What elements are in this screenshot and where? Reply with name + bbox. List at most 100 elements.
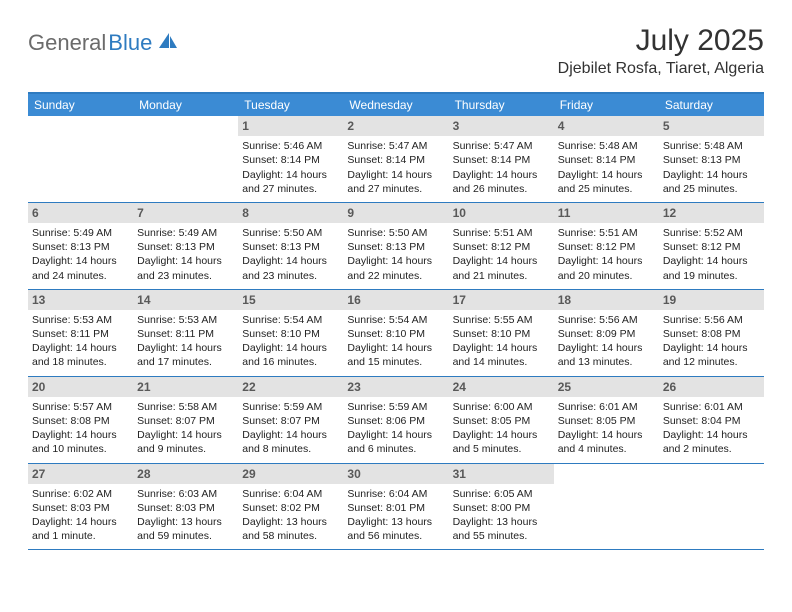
- daylight: Daylight: 14 hours and 5 minutes.: [453, 428, 550, 456]
- day-number: 9: [343, 203, 448, 223]
- day-info: Sunrise: 5:58 AMSunset: 8:07 PMDaylight:…: [137, 400, 234, 457]
- day-cell: 0: [28, 116, 133, 202]
- sunrise: Sunrise: 6:01 AM: [663, 400, 760, 414]
- day-cell: 8 Sunrise: 5:50 AMSunset: 8:13 PMDaylight…: [238, 203, 343, 289]
- sunrise: Sunrise: 6:02 AM: [32, 487, 129, 501]
- sunset: Sunset: 8:12 PM: [663, 240, 760, 254]
- sunset: Sunset: 8:01 PM: [347, 501, 444, 515]
- day-info: Sunrise: 5:56 AMSunset: 8:09 PMDaylight:…: [558, 313, 655, 370]
- sunrise: Sunrise: 5:51 AM: [558, 226, 655, 240]
- day-cell: 19 Sunrise: 5:56 AMSunset: 8:08 PMDayligh…: [659, 290, 764, 376]
- day-cell: 5Sunrise: 5:48 AMSunset: 8:13 PMDaylight…: [659, 116, 764, 202]
- day-cell: 25Sunrise: 6:01 AMSunset: 8:05 PMDayligh…: [554, 377, 659, 463]
- calendar-page: General Blue July 2025 Djebilet Rosfa, T…: [0, 0, 792, 570]
- day-number: 23: [343, 377, 448, 397]
- daylight: Daylight: 14 hours and 12 minutes.: [663, 341, 760, 369]
- day-info: Sunrise: 5:50 AMSunset: 8:13 PMDaylight:…: [347, 226, 444, 283]
- day-info: Sunrise: 6:02 AMSunset: 8:03 PMDaylight:…: [32, 487, 129, 544]
- day-cell: 15Sunrise: 5:54 AMSunset: 8:10 PMDayligh…: [238, 290, 343, 376]
- day-number: 13: [28, 290, 133, 310]
- sunrise: Sunrise: 5:55 AM: [453, 313, 550, 327]
- day-info: Sunrise: 5:57 AMSunset: 8:08 PMDaylight:…: [32, 400, 129, 457]
- sunset: Sunset: 8:11 PM: [32, 327, 129, 341]
- daylight: Daylight: 13 hours and 59 minutes.: [137, 515, 234, 543]
- day-info: Sunrise: 5:46 AMSunset: 8:14 PMDaylight:…: [242, 139, 339, 196]
- day-number: 26: [659, 377, 764, 397]
- daylight: Daylight: 14 hours and 4 minutes.: [558, 428, 655, 456]
- calendar-grid: SundayMondayTuesdayWednesdayThursdayFrid…: [28, 92, 764, 550]
- sunset: Sunset: 8:14 PM: [558, 153, 655, 167]
- sunset: Sunset: 8:10 PM: [242, 327, 339, 341]
- day-number: 28: [133, 464, 238, 484]
- sunset: Sunset: 8:10 PM: [453, 327, 550, 341]
- daylight: Daylight: 14 hours and 26 minutes.: [453, 168, 550, 196]
- sunrise: Sunrise: 5:50 AM: [242, 226, 339, 240]
- day-info: Sunrise: 5:55 AMSunset: 8:10 PMDaylight:…: [453, 313, 550, 370]
- day-number: 8: [238, 203, 343, 223]
- sunset: Sunset: 8:14 PM: [453, 153, 550, 167]
- day-number: 10: [449, 203, 554, 223]
- daylight: Daylight: 14 hours and 23 minutes.: [137, 254, 234, 282]
- day-number: 17: [449, 290, 554, 310]
- sunset: Sunset: 8:13 PM: [347, 240, 444, 254]
- day-header: Sunday: [28, 94, 133, 116]
- sunset: Sunset: 8:14 PM: [242, 153, 339, 167]
- sunrise: Sunrise: 5:53 AM: [137, 313, 234, 327]
- day-number: 15: [238, 290, 343, 310]
- sunset: Sunset: 8:08 PM: [32, 414, 129, 428]
- day-number: 29: [238, 464, 343, 484]
- sunrise: Sunrise: 6:05 AM: [453, 487, 550, 501]
- day-info: Sunrise: 5:52 AMSunset: 8:12 PMDaylight:…: [663, 226, 760, 283]
- day-number: 6: [28, 203, 133, 223]
- day-info: Sunrise: 5:59 AMSunset: 8:07 PMDaylight:…: [242, 400, 339, 457]
- daylight: Daylight: 14 hours and 22 minutes.: [347, 254, 444, 282]
- sunset: Sunset: 8:14 PM: [347, 153, 444, 167]
- day-cell: 11Sunrise: 5:51 AMSunset: 8:12 PMDayligh…: [554, 203, 659, 289]
- day-number: 19: [659, 290, 764, 310]
- day-info: Sunrise: 5:56 AMSunset: 8:08 PMDaylight:…: [663, 313, 760, 370]
- daylight: Daylight: 14 hours and 17 minutes.: [137, 341, 234, 369]
- sunset: Sunset: 8:06 PM: [347, 414, 444, 428]
- day-number: 12: [659, 203, 764, 223]
- sunset: Sunset: 8:13 PM: [663, 153, 760, 167]
- day-cell: 28Sunrise: 6:03 AMSunset: 8:03 PMDayligh…: [133, 464, 238, 550]
- sunrise: Sunrise: 5:49 AM: [137, 226, 234, 240]
- day-cell: 9 Sunrise: 5:50 AMSunset: 8:13 PMDaylight…: [343, 203, 448, 289]
- day-cell: 21Sunrise: 5:58 AMSunset: 8:07 PMDayligh…: [133, 377, 238, 463]
- day-info: Sunrise: 6:04 AMSunset: 8:01 PMDaylight:…: [347, 487, 444, 544]
- daylight: Daylight: 14 hours and 14 minutes.: [453, 341, 550, 369]
- day-info: Sunrise: 6:01 AMSunset: 8:04 PMDaylight:…: [663, 400, 760, 457]
- day-number: 2: [343, 116, 448, 136]
- day-cell: 7Sunrise: 5:49 AMSunset: 8:13 PMDaylight…: [133, 203, 238, 289]
- sunrise: Sunrise: 5:50 AM: [347, 226, 444, 240]
- sunset: Sunset: 8:07 PM: [242, 414, 339, 428]
- daylight: Daylight: 14 hours and 9 minutes.: [137, 428, 234, 456]
- day-number: 31: [449, 464, 554, 484]
- sunrise: Sunrise: 5:53 AM: [32, 313, 129, 327]
- daylight: Daylight: 13 hours and 56 minutes.: [347, 515, 444, 543]
- day-info: Sunrise: 5:50 AMSunset: 8:13 PMDaylight:…: [242, 226, 339, 283]
- sunset: Sunset: 8:12 PM: [558, 240, 655, 254]
- sunrise: Sunrise: 5:47 AM: [453, 139, 550, 153]
- day-cell: 31Sunrise: 6:05 AMSunset: 8:00 PMDayligh…: [449, 464, 554, 550]
- week-row: 6Sunrise: 5:49 AMSunset: 8:13 PMDaylight…: [28, 203, 764, 290]
- sail-icon: [157, 31, 179, 56]
- week-row: 20Sunrise: 5:57 AMSunset: 8:08 PMDayligh…: [28, 377, 764, 464]
- day-number: 7: [133, 203, 238, 223]
- daylight: Daylight: 14 hours and 15 minutes.: [347, 341, 444, 369]
- sunset: Sunset: 8:03 PM: [137, 501, 234, 515]
- day-cell: 29Sunrise: 6:04 AMSunset: 8:02 PMDayligh…: [238, 464, 343, 550]
- daylight: Daylight: 14 hours and 25 minutes.: [558, 168, 655, 196]
- day-header-row: SundayMondayTuesdayWednesdayThursdayFrid…: [28, 94, 764, 116]
- day-info: Sunrise: 5:47 AMSunset: 8:14 PMDaylight:…: [453, 139, 550, 196]
- day-cell: 6Sunrise: 5:49 AMSunset: 8:13 PMDaylight…: [28, 203, 133, 289]
- day-cell: 18Sunrise: 5:56 AMSunset: 8:09 PMDayligh…: [554, 290, 659, 376]
- day-number: 14: [133, 290, 238, 310]
- brand-part2: Blue: [108, 30, 152, 56]
- day-cell: 26 Sunrise: 6:01 AMSunset: 8:04 PMDayligh…: [659, 377, 764, 463]
- sunrise: Sunrise: 5:49 AM: [32, 226, 129, 240]
- sunrise: Sunrise: 5:57 AM: [32, 400, 129, 414]
- day-number: 30: [343, 464, 448, 484]
- header: General Blue July 2025 Djebilet Rosfa, T…: [28, 24, 764, 78]
- day-cell: 24Sunrise: 6:00 AMSunset: 8:05 PMDayligh…: [449, 377, 554, 463]
